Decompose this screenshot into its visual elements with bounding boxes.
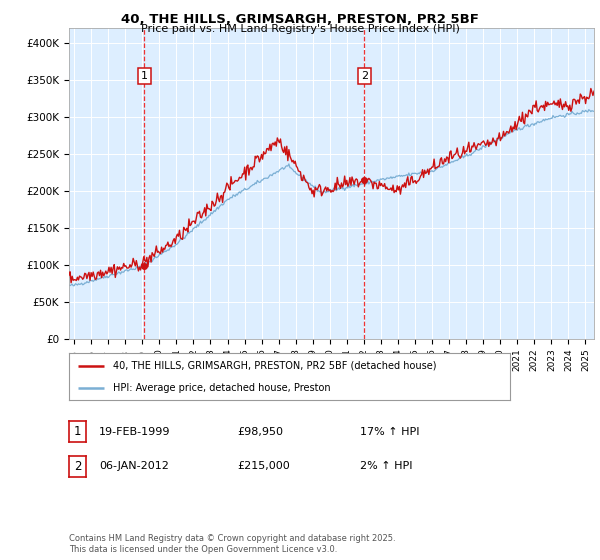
Text: Price paid vs. HM Land Registry's House Price Index (HPI): Price paid vs. HM Land Registry's House … — [140, 24, 460, 34]
Text: 40, THE HILLS, GRIMSARGH, PRESTON, PR2 5BF (detached house): 40, THE HILLS, GRIMSARGH, PRESTON, PR2 5… — [113, 361, 437, 371]
Text: HPI: Average price, detached house, Preston: HPI: Average price, detached house, Pres… — [113, 382, 331, 393]
Text: Contains HM Land Registry data © Crown copyright and database right 2025.
This d: Contains HM Land Registry data © Crown c… — [69, 534, 395, 554]
Text: £215,000: £215,000 — [237, 461, 290, 472]
Text: 2: 2 — [74, 460, 81, 473]
Text: 40, THE HILLS, GRIMSARGH, PRESTON, PR2 5BF: 40, THE HILLS, GRIMSARGH, PRESTON, PR2 5… — [121, 13, 479, 26]
Text: 2% ↑ HPI: 2% ↑ HPI — [360, 461, 413, 472]
Text: 19-FEB-1999: 19-FEB-1999 — [99, 427, 170, 437]
Text: 1: 1 — [141, 71, 148, 81]
Text: 1: 1 — [74, 425, 81, 438]
Text: 17% ↑ HPI: 17% ↑ HPI — [360, 427, 419, 437]
Text: 06-JAN-2012: 06-JAN-2012 — [99, 461, 169, 472]
Text: £98,950: £98,950 — [237, 427, 283, 437]
Text: 2: 2 — [361, 71, 368, 81]
